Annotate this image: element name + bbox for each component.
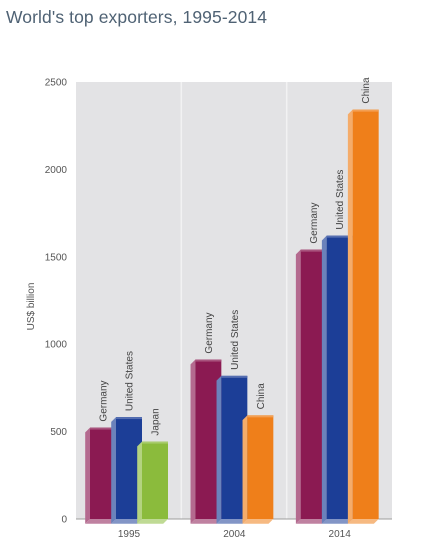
bar-side xyxy=(295,249,301,524)
bar-side xyxy=(85,427,90,524)
y-axis-label: US$ billion xyxy=(26,283,37,331)
bar-label: Japan xyxy=(151,408,162,435)
bar-label: China xyxy=(361,77,372,104)
bar-base xyxy=(85,519,116,524)
bar-side xyxy=(190,359,196,524)
chart-title: World's top exporters, 1995-2014 xyxy=(6,7,268,27)
bar-base xyxy=(216,519,248,524)
bar xyxy=(142,441,168,519)
x-tick-label: 1995 xyxy=(118,529,141,540)
bar-base xyxy=(190,519,222,524)
bar-label: United States xyxy=(230,310,241,370)
y-tick-label: 0 xyxy=(61,515,67,526)
bar-top xyxy=(142,441,168,444)
bar-base xyxy=(295,519,327,524)
bar-label: Germany xyxy=(99,380,110,421)
bar-side xyxy=(242,415,248,524)
bar-label: Germany xyxy=(309,203,320,244)
bar-top xyxy=(352,109,379,112)
bar-label: United States xyxy=(335,170,346,230)
bar-side xyxy=(137,441,142,524)
y-tick-label: 1000 xyxy=(45,340,68,351)
bar-side xyxy=(321,235,327,524)
bar-label: Germany xyxy=(204,312,215,353)
bar xyxy=(247,415,274,519)
bar-base xyxy=(321,519,353,524)
y-tick-label: 2000 xyxy=(45,165,68,176)
bar-top xyxy=(300,249,327,252)
bar-top xyxy=(195,359,222,362)
bar-base xyxy=(137,519,168,524)
bar-top xyxy=(116,417,142,420)
bar-top xyxy=(247,415,274,418)
bar xyxy=(352,109,379,519)
bar-top xyxy=(221,375,248,378)
bar-side xyxy=(111,417,116,524)
bar-base xyxy=(242,519,274,524)
bar-side xyxy=(216,375,222,524)
bar-top xyxy=(326,235,353,238)
y-tick-label: 1500 xyxy=(45,252,68,263)
bar-base xyxy=(111,519,142,524)
y-tick-label: 2500 xyxy=(45,78,68,89)
x-tick-label: 2014 xyxy=(329,529,352,540)
x-tick-label: 2004 xyxy=(223,529,246,540)
bar-base xyxy=(347,519,379,524)
bar-label: China xyxy=(256,383,267,410)
bar-label: United States xyxy=(125,351,136,411)
bar-top xyxy=(90,427,116,430)
y-tick-label: 500 xyxy=(50,427,67,438)
bar-side xyxy=(347,109,353,524)
